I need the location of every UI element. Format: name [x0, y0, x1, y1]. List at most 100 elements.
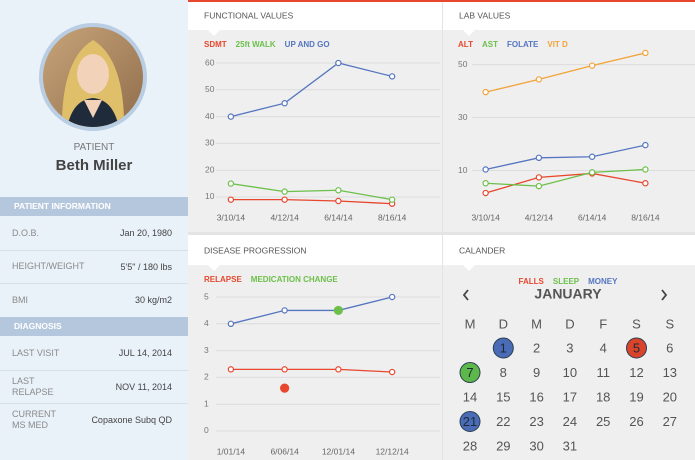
- y-tick-label: 1: [204, 398, 209, 408]
- day[interactable]: 6: [666, 340, 673, 355]
- data-point: [482, 189, 489, 197]
- day[interactable]: 23: [529, 414, 543, 429]
- day[interactable]: 24: [563, 414, 577, 429]
- day-highlight: [459, 362, 481, 383]
- day[interactable]: 8: [500, 365, 507, 380]
- data-point: [227, 366, 235, 373]
- row-value: Jan 20, 1980: [119, 228, 172, 238]
- data-point: [281, 196, 288, 203]
- panel-title: DISEASE PROGRESSION: [204, 245, 307, 255]
- day[interactable]: 10: [563, 365, 577, 380]
- prev-month: [462, 289, 469, 301]
- row-value: NOV 11, 2014: [115, 381, 172, 392]
- row-value: Copaxone Subq QD: [91, 415, 172, 425]
- header-notch: [463, 265, 475, 271]
- day[interactable]: 25: [596, 414, 610, 429]
- data-point: [388, 196, 396, 203]
- legend-entry: 25ft WALK: [236, 40, 276, 49]
- month: JANUARY: [534, 286, 602, 302]
- data-point: [642, 166, 649, 173]
- legend-entry: FOLATE: [507, 40, 539, 49]
- legend-entry: FALLS: [519, 277, 545, 286]
- patient-label: PATIENT: [73, 142, 115, 153]
- data-point: [642, 180, 649, 187]
- day[interactable]: 18: [596, 389, 610, 404]
- day[interactable]: 26: [629, 414, 643, 429]
- day[interactable]: 1: [500, 340, 507, 355]
- y-tick-label: 0: [204, 425, 209, 435]
- day[interactable]: 15: [496, 389, 510, 404]
- data-point: [642, 49, 649, 57]
- panel-header: [188, 2, 442, 30]
- data-point: [281, 307, 288, 314]
- series-line: [230, 199, 393, 205]
- header-notch: [208, 265, 220, 271]
- day[interactable]: 9: [533, 365, 540, 380]
- data-point: [280, 383, 290, 393]
- x-tick-label: 12/01/14: [322, 446, 355, 456]
- day[interactable]: 12: [629, 365, 643, 380]
- weekday: M: [465, 316, 476, 331]
- data-point: [388, 293, 396, 301]
- y-tick-label: 50: [458, 59, 468, 69]
- day[interactable]: 13: [663, 365, 677, 380]
- panel-header: [443, 2, 695, 30]
- legend-entry: RELAPSE: [204, 275, 242, 284]
- y-tick-label: 40: [205, 111, 215, 121]
- row-value: 30 kg/m2: [134, 295, 172, 305]
- day[interactable]: 28: [463, 438, 477, 453]
- panel-title: LAB VALUES: [459, 10, 511, 20]
- x-tick-label: 6/06/14: [270, 446, 299, 456]
- row-label: CURRENT MS MED: [12, 409, 56, 430]
- day[interactable]: 19: [629, 389, 643, 404]
- legend-entry: SDMT: [204, 40, 227, 49]
- day[interactable]: 14: [463, 389, 477, 404]
- series-line: [485, 52, 646, 93]
- legend-entry: SLEEP: [553, 277, 580, 286]
- day[interactable]: 16: [529, 389, 543, 404]
- row-label: HEIGHT/WEIGHT: [12, 261, 85, 271]
- day[interactable]: 30: [529, 438, 543, 453]
- data-point: [482, 180, 489, 187]
- section-header: DIAGNOSIS: [0, 317, 188, 336]
- row-label: BMI: [12, 294, 29, 305]
- day-highlight: [492, 337, 514, 359]
- day[interactable]: 29: [496, 438, 510, 453]
- legend-entry: UP AND GO: [285, 40, 330, 49]
- day[interactable]: 17: [563, 389, 577, 404]
- divider: [0, 249, 188, 251]
- y-tick-label: 30: [458, 112, 468, 122]
- row-label: LAST VISIT: [12, 347, 60, 358]
- day[interactable]: 31: [563, 438, 577, 453]
- panel-header: [443, 235, 695, 265]
- panel-title: FUNCTIONAL VALUES: [204, 10, 294, 20]
- day[interactable]: 27: [663, 414, 677, 429]
- data-point: [281, 100, 288, 107]
- day[interactable]: 22: [496, 414, 510, 429]
- legend-entry: AST: [482, 40, 498, 49]
- series-line: [230, 182, 393, 201]
- data-point: [227, 320, 235, 328]
- day[interactable]: 4: [600, 340, 607, 355]
- day[interactable]: 20: [663, 389, 677, 404]
- x-tick-label: 8/16/14: [631, 212, 660, 222]
- day[interactable]: 11: [596, 365, 610, 380]
- data-point: [335, 366, 342, 373]
- series-line: [230, 296, 393, 325]
- weekday: F: [599, 316, 607, 331]
- day-highlight: [459, 411, 481, 432]
- day[interactable]: 2: [533, 340, 540, 355]
- weekday: S: [665, 316, 674, 331]
- data-point: [588, 62, 596, 69]
- y-tick-label: 3: [204, 345, 209, 355]
- day[interactable]: 21: [463, 414, 477, 429]
- day-highlight: [626, 337, 647, 359]
- y-tick-label: 20: [205, 164, 215, 174]
- data-point: [227, 196, 235, 203]
- legend-entry: MEDICATION CHANGE: [251, 275, 339, 284]
- day[interactable]: 5: [633, 340, 640, 355]
- day[interactable]: 3: [566, 340, 573, 355]
- x-tick-label: 8/16/14: [378, 212, 407, 222]
- day[interactable]: 7: [466, 365, 473, 380]
